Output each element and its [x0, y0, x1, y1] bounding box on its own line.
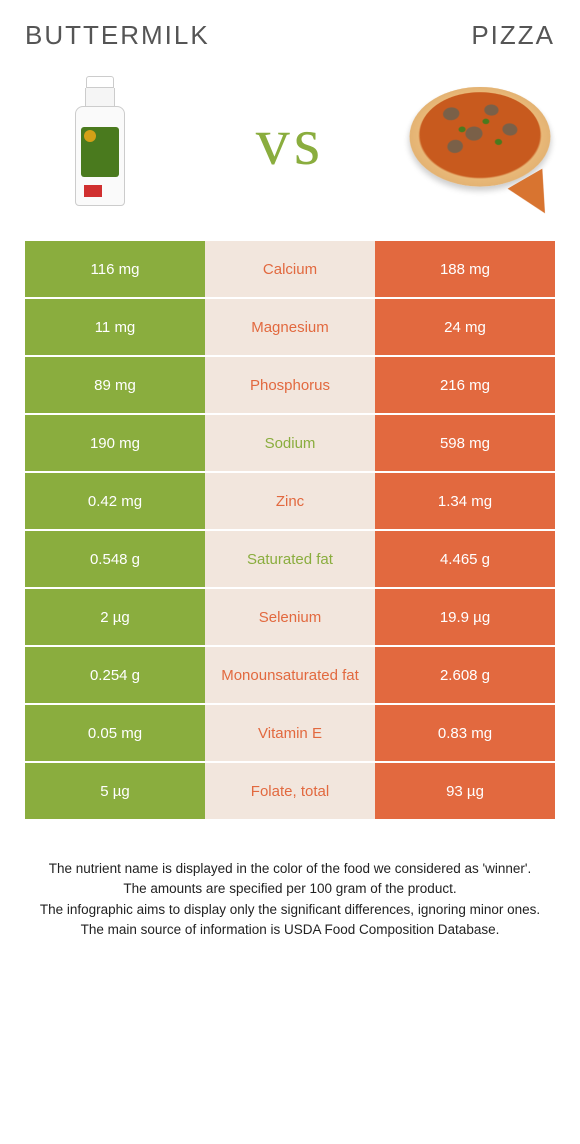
nutrient-label-cell: Selenium — [205, 589, 375, 645]
right-value-cell: 1.34 mg — [375, 473, 555, 529]
left-value-cell: 11 mg — [25, 299, 205, 355]
nutrient-label-cell: Sodium — [205, 415, 375, 471]
left-value-cell: 89 mg — [25, 357, 205, 413]
nutrient-label-cell: Magnesium — [205, 299, 375, 355]
right-value-cell: 216 mg — [375, 357, 555, 413]
nutrition-table: 116 mgCalcium188 mg11 mgMagnesium24 mg89… — [25, 241, 555, 819]
left-value-cell: 0.254 g — [25, 647, 205, 703]
footer-notes: The nutrient name is displayed in the co… — [25, 859, 555, 940]
right-value-cell: 4.465 g — [375, 531, 555, 587]
right-value-cell: 188 mg — [375, 241, 555, 297]
footer-line: The nutrient name is displayed in the co… — [35, 859, 545, 879]
left-value-cell: 0.548 g — [25, 531, 205, 587]
table-row: 89 mgPhosphorus216 mg — [25, 357, 555, 413]
nutrient-label-cell: Vitamin E — [205, 705, 375, 761]
nutrient-label-cell: Calcium — [205, 241, 375, 297]
footer-line: The main source of information is USDA F… — [35, 920, 545, 940]
left-food-title: Buttermilk — [25, 20, 210, 51]
images-row: vs — [25, 66, 555, 216]
vs-label: vs — [256, 102, 324, 181]
left-value-cell: 0.05 mg — [25, 705, 205, 761]
nutrient-label-cell: Phosphorus — [205, 357, 375, 413]
footer-line: The infographic aims to display only the… — [35, 900, 545, 920]
table-row: 5 µgFolate, total93 µg — [25, 763, 555, 819]
nutrient-label-cell: Monounsaturated fat — [205, 647, 375, 703]
right-food-title: Pizza — [471, 20, 555, 51]
left-value-cell: 0.42 mg — [25, 473, 205, 529]
nutrient-label-cell: Folate, total — [205, 763, 375, 819]
right-value-cell: 0.83 mg — [375, 705, 555, 761]
table-row: 11 mgMagnesium24 mg — [25, 299, 555, 355]
right-value-cell: 24 mg — [375, 299, 555, 355]
nutrient-label-cell: Saturated fat — [205, 531, 375, 587]
right-value-cell: 19.9 µg — [375, 589, 555, 645]
pizza-image — [405, 71, 555, 211]
left-value-cell: 190 mg — [25, 415, 205, 471]
table-row: 116 mgCalcium188 mg — [25, 241, 555, 297]
table-row: 0.05 mgVitamin E0.83 mg — [25, 705, 555, 761]
right-value-cell: 93 µg — [375, 763, 555, 819]
table-row: 0.254 gMonounsaturated fat2.608 g — [25, 647, 555, 703]
buttermilk-image — [25, 71, 175, 211]
left-value-cell: 2 µg — [25, 589, 205, 645]
titles-row: Buttermilk Pizza — [25, 20, 555, 51]
right-value-cell: 2.608 g — [375, 647, 555, 703]
right-value-cell: 598 mg — [375, 415, 555, 471]
table-row: 0.42 mgZinc1.34 mg — [25, 473, 555, 529]
left-value-cell: 5 µg — [25, 763, 205, 819]
nutrient-label-cell: Zinc — [205, 473, 375, 529]
footer-line: The amounts are specified per 100 gram o… — [35, 879, 545, 899]
table-row: 2 µgSelenium19.9 µg — [25, 589, 555, 645]
table-row: 0.548 gSaturated fat4.465 g — [25, 531, 555, 587]
left-value-cell: 116 mg — [25, 241, 205, 297]
table-row: 190 mgSodium598 mg — [25, 415, 555, 471]
